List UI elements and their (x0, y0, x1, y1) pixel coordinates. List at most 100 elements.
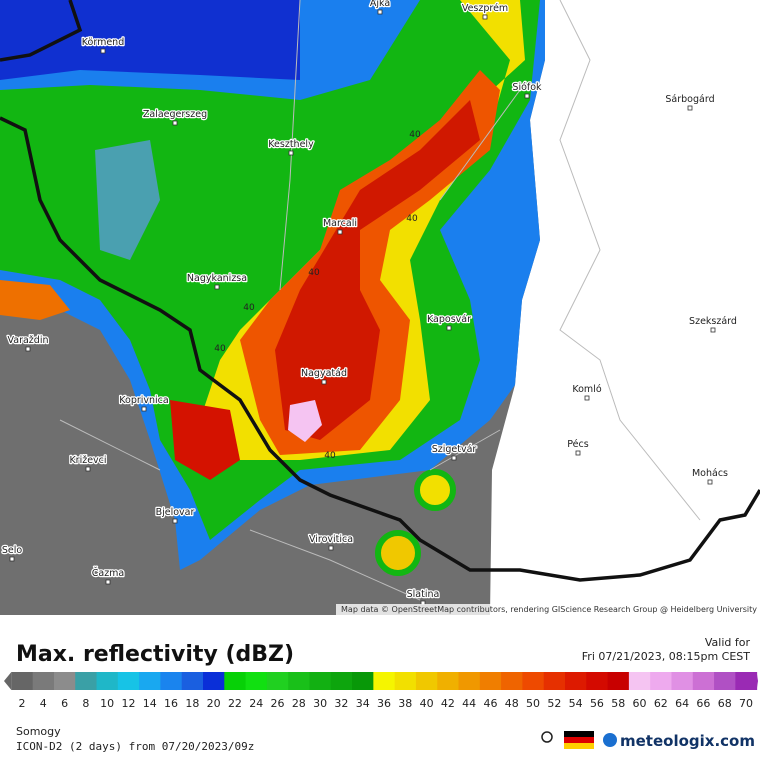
place-label: Selo (2, 545, 23, 556)
colorbar-tick-label: 54 (569, 697, 583, 710)
place-dot (710, 327, 716, 333)
place-label: Körmend (82, 37, 124, 48)
colorbar-swatch (11, 672, 34, 690)
colorbar-tick-label: 6 (61, 697, 68, 710)
colorbar-swatch (309, 672, 332, 690)
colorbar-swatch (203, 672, 225, 690)
colorbar-tick-label: 24 (249, 697, 263, 710)
colorbar-swatch (96, 672, 119, 690)
flag (564, 731, 594, 749)
colorbar-tick-label: 56 (590, 697, 604, 710)
colorbar-tick-label: 70 (739, 697, 753, 710)
colorbar-swatch (117, 672, 140, 690)
echo-cell (414, 469, 456, 511)
place-label: Čazma (92, 567, 125, 579)
colorbar-swatch (607, 672, 630, 690)
colorbar-tick-label: 44 (462, 697, 476, 710)
country-border (0, 0, 83, 62)
colorbar-tick-label: 20 (207, 697, 221, 710)
place-dot (707, 479, 713, 485)
colorbar-tick-label: 14 (143, 697, 157, 710)
valid-time: Fri 07/21/2023, 08:15pm CEST (582, 650, 751, 663)
colorbar-swatch (415, 672, 438, 690)
colorbar-swatch (53, 672, 76, 690)
colorbar-tick-label: 60 (633, 697, 647, 710)
brand-logo (603, 733, 617, 747)
place-label: Veszprém (462, 3, 508, 14)
colorbar-tick-label: 50 (526, 697, 540, 710)
region: Somogy (16, 725, 61, 738)
colorbar-tick-label: 52 (547, 697, 561, 710)
colorbar-tick-label: 18 (185, 697, 199, 710)
colorbar-swatch (714, 672, 736, 690)
place-label: Komló (572, 384, 601, 395)
echo-darkblue (0, 0, 300, 80)
colorbar-tick-label: 30 (313, 697, 327, 710)
colorbar-swatch (288, 672, 310, 690)
place-label: Keszthely (268, 139, 314, 150)
country-border (0, 116, 760, 582)
place-dot (446, 325, 452, 331)
colorbar-tick-label: 8 (82, 697, 89, 710)
colorbar-arrow (4, 672, 12, 690)
place-label: Mohács (692, 468, 728, 479)
colorbar-swatch (245, 672, 268, 690)
place-dot (482, 14, 488, 20)
legend-title: Max. reflectivity (dBZ) (16, 642, 294, 667)
colorbar-tick-label: 68 (718, 697, 732, 710)
place-label: Pécs (567, 439, 588, 450)
place-dot (141, 406, 147, 412)
place-dot (328, 545, 334, 551)
contour-label: 40 (308, 268, 320, 278)
contour-label: 40 (406, 214, 418, 224)
place-label: Ajka (370, 0, 390, 9)
place-label: Varaždin (8, 335, 49, 346)
colorbar-swatch (628, 672, 651, 690)
colorbar-swatch (352, 672, 374, 690)
colorbar-swatch (543, 672, 566, 690)
contour-label: 40 (409, 130, 421, 140)
colorbar-swatch (479, 672, 502, 690)
no-data-area (490, 0, 760, 615)
colorbar-tick-label: 34 (356, 697, 370, 710)
place-dot (524, 93, 530, 99)
brand: meteologix.com (620, 732, 755, 750)
colorbar-tick-label: 64 (675, 697, 689, 710)
colorbar-swatch (373, 672, 396, 690)
contour-label: 40 (214, 344, 226, 354)
colorbar-swatch (394, 672, 417, 690)
colorbar-tick-label: 42 (441, 697, 455, 710)
place-label: Bjelovar (156, 507, 195, 518)
place-label: Slatina (407, 589, 440, 600)
colorbar-swatch (32, 672, 55, 690)
place-label: Szekszárd (689, 316, 737, 327)
colorbar-tick-label: 28 (292, 697, 306, 710)
colorbar-tick-label: 22 (228, 697, 242, 710)
colorbar-tick-label: 62 (654, 697, 668, 710)
place-label: Nagyatád (301, 368, 347, 379)
place-label: Szigetvár (432, 444, 477, 455)
colorbar-tick-label: 16 (164, 697, 178, 710)
radar-icon (541, 731, 553, 743)
place-dot (172, 120, 178, 126)
colorbar-swatch (586, 672, 609, 690)
place-label: Sárbogárd (665, 94, 714, 105)
place-dot (687, 105, 693, 111)
attribution-bg (336, 604, 760, 615)
colorbar-tick-label: 36 (377, 697, 391, 710)
colorbar-tick-label: 10 (100, 697, 114, 710)
echo-teal (95, 140, 160, 260)
colorbar: 2 4 6 8 10 12 14 16 18 20 22 24 26 28 30 32 34 36 38 40 42 44… (4, 672, 758, 710)
colorbar-swatch (565, 672, 587, 690)
colorbar-swatch (522, 672, 545, 690)
colorbar-swatch (160, 672, 183, 690)
colorbar-swatch (139, 672, 161, 690)
model: ICON-D2 (2 days) from 07/20/2023/09z (16, 740, 254, 753)
place-dot (214, 284, 220, 290)
county-borders (59, 0, 701, 601)
colorbar-swatch (224, 672, 247, 690)
place-label: Koprivnica (119, 395, 168, 406)
colorbar-tick-label: 12 (121, 697, 135, 710)
colorbar-tick-label: 32 (334, 697, 348, 710)
